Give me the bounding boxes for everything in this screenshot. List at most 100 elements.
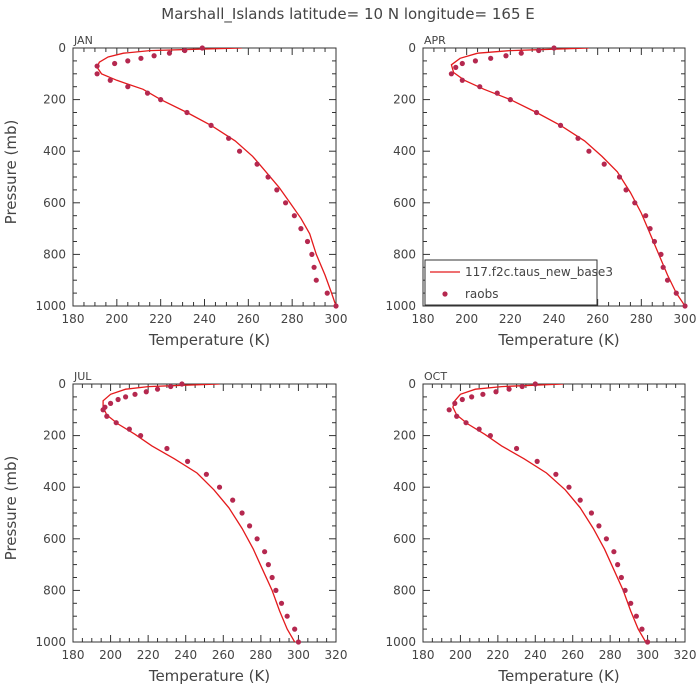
raobs-point bbox=[601, 161, 607, 167]
raobs-point bbox=[143, 389, 149, 395]
x-tick-label: 260 bbox=[237, 312, 260, 326]
raobs-point bbox=[596, 523, 602, 529]
x-tick-label: 280 bbox=[630, 312, 653, 326]
raobs-point bbox=[265, 562, 271, 568]
raobs-point bbox=[487, 433, 493, 439]
raobs-point bbox=[230, 497, 236, 503]
raobs-point bbox=[469, 394, 475, 400]
y-tick-label: 600 bbox=[393, 532, 416, 546]
raobs-point bbox=[291, 213, 297, 219]
x-tick-label: 260 bbox=[561, 648, 584, 662]
raobs-point bbox=[126, 426, 132, 432]
y-tick-label: 0 bbox=[408, 41, 416, 55]
x-tick-label: 240 bbox=[174, 648, 197, 662]
x-tick-label: 200 bbox=[99, 648, 122, 662]
raobs-point bbox=[660, 264, 666, 270]
raobs-point bbox=[459, 77, 465, 83]
raobs-point bbox=[639, 626, 645, 632]
y-tick-label: 1000 bbox=[385, 635, 416, 649]
raobs-point bbox=[94, 63, 100, 69]
raobs-point bbox=[459, 396, 465, 403]
raobs-point bbox=[123, 394, 129, 400]
raobs-point bbox=[452, 400, 458, 406]
x-axis-label: Temperature (K) bbox=[148, 667, 270, 685]
raobs-point bbox=[553, 471, 559, 477]
y-axis-label: Pressure (mb) bbox=[2, 120, 20, 225]
raobs-point bbox=[309, 251, 315, 257]
raobs-point bbox=[622, 587, 628, 594]
panel-label: OCT bbox=[424, 370, 447, 383]
raobs-point bbox=[623, 187, 629, 193]
raobs-point bbox=[476, 426, 482, 432]
y-tick-label: 400 bbox=[43, 480, 66, 494]
raobs-point bbox=[503, 53, 509, 59]
raobs-point bbox=[282, 200, 289, 206]
raobs-point bbox=[446, 407, 452, 413]
raobs-point bbox=[506, 386, 512, 392]
raobs-point bbox=[262, 549, 268, 555]
raobs-point bbox=[226, 135, 232, 141]
raobs-point bbox=[488, 55, 494, 61]
raobs-point bbox=[533, 109, 540, 116]
raobs-point bbox=[254, 161, 260, 167]
y-tick-label: 200 bbox=[393, 429, 416, 443]
x-tick-label: 320 bbox=[325, 648, 348, 662]
raobs-point bbox=[239, 510, 245, 516]
raobs-point bbox=[628, 600, 634, 606]
x-tick-label: 180 bbox=[412, 648, 435, 662]
y-tick-label: 200 bbox=[43, 93, 66, 107]
x-tick-label: 240 bbox=[193, 312, 216, 326]
raobs-point bbox=[477, 84, 483, 90]
raobs-point bbox=[513, 445, 520, 452]
raobs-point bbox=[298, 226, 304, 232]
x-tick-label: 240 bbox=[524, 648, 547, 662]
raobs-point bbox=[658, 251, 664, 257]
raobs-point bbox=[448, 71, 454, 77]
raobs-point bbox=[158, 97, 164, 103]
raobs-point bbox=[236, 148, 243, 154]
x-tick-label: 200 bbox=[449, 648, 472, 662]
panel-jul: JUL 180 200 220 240 260 280 300 320 0 200 400 600 800… bbox=[2, 370, 347, 685]
raobs-point bbox=[203, 471, 209, 477]
raobs-point bbox=[151, 53, 157, 59]
raobs-point bbox=[566, 484, 572, 490]
y-tick-label: 400 bbox=[393, 480, 416, 494]
raobs-point bbox=[633, 613, 639, 619]
raobs-point bbox=[519, 383, 525, 390]
x-tick-label: 220 bbox=[149, 312, 172, 326]
raobs-point bbox=[115, 396, 121, 403]
raobs-point bbox=[107, 77, 113, 83]
x-tick-label: 220 bbox=[499, 312, 522, 326]
model-line bbox=[96, 48, 336, 306]
y-tick-label: 400 bbox=[393, 144, 416, 158]
raobs-point bbox=[154, 386, 161, 392]
raobs-point bbox=[551, 45, 557, 51]
panel-label: APR bbox=[424, 34, 446, 47]
y-tick-label: 200 bbox=[43, 429, 66, 443]
raobs-point bbox=[507, 97, 513, 103]
raobs-point bbox=[100, 407, 106, 413]
x-tick-label: 200 bbox=[455, 312, 478, 326]
x-tick-label: 240 bbox=[543, 312, 566, 326]
y-tick-label: 600 bbox=[43, 532, 66, 546]
raobs-point bbox=[651, 238, 658, 245]
raobs-point bbox=[273, 587, 279, 594]
raobs-point bbox=[254, 536, 260, 542]
raobs-point bbox=[664, 277, 671, 283]
raobs-point bbox=[107, 400, 114, 406]
figure-title: Marshall_Islands latitude= 10 N longitud… bbox=[161, 5, 534, 24]
y-tick-label: 800 bbox=[393, 583, 416, 597]
raobs-point bbox=[208, 122, 214, 128]
raobs-point bbox=[453, 64, 459, 70]
raobs-point bbox=[184, 109, 190, 116]
x-tick-label: 260 bbox=[586, 312, 609, 326]
raobs-point bbox=[132, 391, 138, 397]
y-tick-label: 800 bbox=[43, 247, 66, 261]
raobs-point bbox=[557, 122, 564, 128]
raobs-point bbox=[518, 50, 524, 56]
y-tick-label: 0 bbox=[58, 41, 66, 55]
y-tick-label: 600 bbox=[393, 196, 416, 210]
x-tick-label: 300 bbox=[636, 648, 659, 662]
raobs-point bbox=[588, 510, 595, 516]
